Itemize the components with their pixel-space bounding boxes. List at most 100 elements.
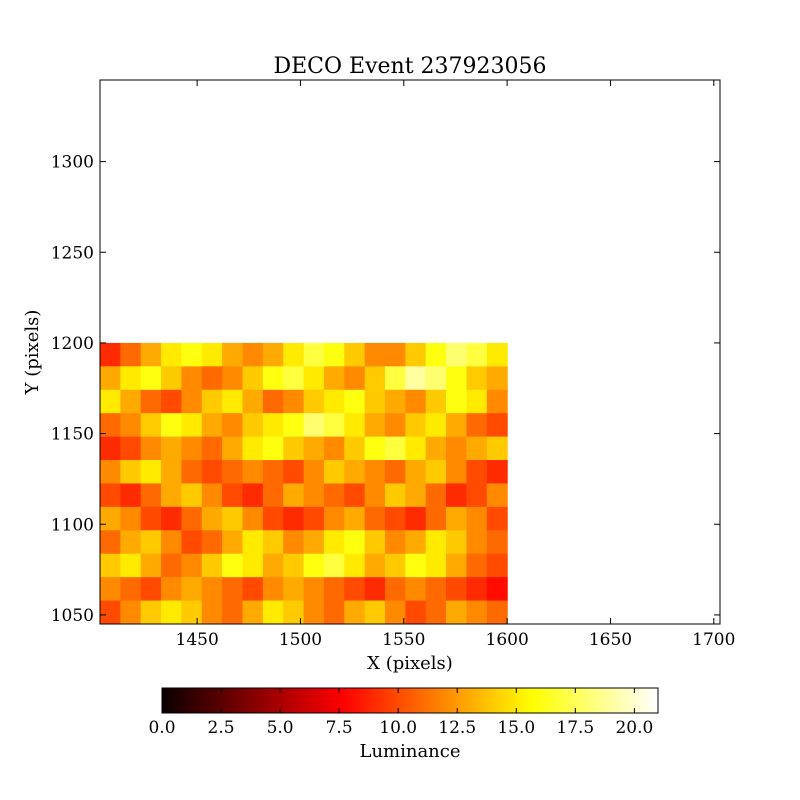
heatmap-cell <box>181 530 203 555</box>
heatmap-cell <box>344 413 366 438</box>
plot-frame <box>99 79 721 625</box>
heatmap-cell <box>201 436 223 461</box>
heatmap-cell <box>100 577 121 602</box>
heatmap-cell <box>222 530 244 555</box>
heatmap-cell <box>120 366 142 391</box>
colorbar-ticks: 0.0 2.5 5.0 7.5 10.0 12.5 15.0 17.5 20.0 <box>148 688 653 738</box>
heatmap-cell <box>405 342 427 367</box>
heatmap-cell <box>466 553 488 578</box>
heatmap-cell <box>161 483 183 508</box>
heatmap-cell <box>283 553 305 578</box>
heatmap-cell <box>425 530 447 555</box>
heatmap-cell <box>262 366 284 391</box>
heatmap-cell <box>120 506 142 531</box>
heatmap-cell <box>100 600 121 624</box>
heatmap-cell <box>262 436 284 461</box>
heatmap-cell <box>446 600 468 624</box>
heatmap-cell <box>100 483 121 508</box>
heatmap-cell <box>303 460 325 485</box>
heatmap-cell <box>466 577 488 602</box>
heatmap-cell <box>222 436 244 461</box>
heatmap-cell <box>242 530 264 555</box>
heatmap-cell <box>466 413 488 438</box>
heatmap-cell <box>323 460 345 485</box>
heatmap-cell <box>181 389 203 414</box>
colorbar-tick-label: 2.5 <box>208 718 235 738</box>
heatmap-cell <box>425 342 447 367</box>
heatmap-cell <box>100 506 121 531</box>
heatmap-cell <box>140 483 162 508</box>
heatmap-cell <box>344 530 366 555</box>
heatmap-cell <box>140 553 162 578</box>
heatmap-cell <box>344 506 366 531</box>
heatmap-cell <box>405 483 427 508</box>
heatmap-cell <box>486 600 508 624</box>
colorbar-tick-label: 15.0 <box>497 718 535 738</box>
colorbar-label: Luminance <box>359 741 460 762</box>
heatmap-cell <box>303 389 325 414</box>
heatmap-cell <box>364 553 386 578</box>
heatmap-cell <box>384 413 406 438</box>
heatmap-cell <box>364 389 386 414</box>
x-tick-label: 1500 <box>279 630 322 650</box>
heatmap-cell <box>425 483 447 508</box>
heatmap-cell <box>140 600 162 624</box>
heatmap-cell <box>120 413 142 438</box>
colorbar-tick-label: 10.0 <box>379 718 417 738</box>
heatmap-cell <box>323 600 345 624</box>
heatmap-cell <box>384 436 406 461</box>
heatmap-cell <box>466 436 488 461</box>
x-tick-label: 1450 <box>176 630 219 650</box>
heatmap-cell <box>466 600 488 624</box>
heatmap-cell <box>201 366 223 391</box>
heatmap-cell <box>364 460 386 485</box>
heatmap-cell <box>140 413 162 438</box>
heatmap-cell <box>242 366 264 391</box>
heatmap-cell <box>201 506 223 531</box>
heatmap-cell <box>446 436 468 461</box>
heatmap-cell <box>242 483 264 508</box>
heatmap-cell <box>222 366 244 391</box>
heatmap-cell <box>120 577 142 602</box>
heatmap-cell <box>283 436 305 461</box>
heatmap-cell <box>201 342 223 367</box>
heatmap-cell <box>323 436 345 461</box>
heatmap-cell <box>486 413 508 438</box>
y-tick-label: 1050 <box>51 606 94 626</box>
heatmap-cell <box>364 530 386 555</box>
heatmap-cell <box>323 413 345 438</box>
heatmap-cell <box>323 366 345 391</box>
heatmap-cell <box>262 600 284 624</box>
heatmap-cell <box>446 553 468 578</box>
heatmap-cell <box>140 530 162 555</box>
heatmap-cell <box>364 342 386 367</box>
heatmap-cell <box>242 553 264 578</box>
heatmap-cell <box>100 553 121 578</box>
heatmap-cell <box>161 600 183 624</box>
heatmap-cell <box>262 530 284 555</box>
heatmap-cell <box>222 342 244 367</box>
heatmap-cell <box>283 389 305 414</box>
heatmap-cell <box>120 553 142 578</box>
y-tick-label: 1250 <box>51 243 94 263</box>
heatmap-cell <box>405 366 427 391</box>
heatmap-cell <box>283 460 305 485</box>
heatmap-cell <box>323 530 345 555</box>
heatmap-cell <box>181 553 203 578</box>
heatmap-cell <box>446 460 468 485</box>
x-axis-label: X (pixels) <box>367 653 453 674</box>
heatmap-cell <box>100 460 121 485</box>
heatmap-cell <box>303 413 325 438</box>
heatmap-cell <box>120 436 142 461</box>
heatmap-cell <box>466 530 488 555</box>
heatmap-cell <box>181 483 203 508</box>
heatmap-cell <box>303 530 325 555</box>
heatmap-cell <box>201 413 223 438</box>
heatmap-cell <box>283 342 305 367</box>
heatmap-cell <box>242 600 264 624</box>
heatmap-cell <box>161 413 183 438</box>
heatmap-cell <box>446 342 468 367</box>
heatmap-cell <box>425 553 447 578</box>
heatmap-cell <box>161 553 183 578</box>
heatmap-cell <box>323 389 345 414</box>
